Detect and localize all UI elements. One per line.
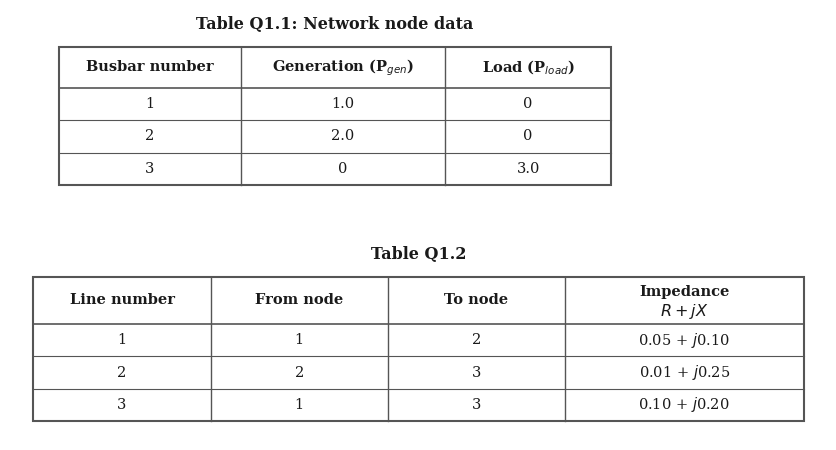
Text: 0.05 + $j$0.10: 0.05 + $j$0.10	[638, 331, 729, 350]
Text: Generation (P$_{gen}$): Generation (P$_{gen}$)	[272, 57, 414, 78]
Text: Line number: Line number	[69, 293, 175, 307]
Text: Impedance: Impedance	[638, 285, 728, 299]
Text: Busbar number: Busbar number	[86, 60, 213, 75]
Text: 3: 3	[145, 162, 155, 176]
Text: $R + jX$: $R + jX$	[659, 302, 707, 321]
Text: 3: 3	[471, 398, 481, 412]
Text: Load (P$_{load}$): Load (P$_{load}$)	[482, 58, 573, 76]
Text: 2: 2	[117, 365, 126, 380]
Text: 0.01 + $j$0.25: 0.01 + $j$0.25	[638, 363, 729, 382]
Text: 0: 0	[522, 97, 533, 111]
Text: Table Q1.2: Table Q1.2	[370, 246, 466, 263]
Text: 0: 0	[338, 162, 348, 176]
Text: 1.0: 1.0	[331, 97, 354, 111]
Text: 0: 0	[522, 129, 533, 144]
Bar	[33, 277, 803, 421]
Text: 0.10 + $j$0.20: 0.10 + $j$0.20	[638, 396, 729, 414]
Text: 2: 2	[145, 129, 154, 144]
Text: 1: 1	[294, 398, 303, 412]
Text: 2: 2	[471, 333, 481, 347]
Text: From node: From node	[255, 293, 343, 307]
Text: 1: 1	[294, 333, 303, 347]
Text: 1: 1	[145, 97, 154, 111]
Text: 3.0: 3.0	[516, 162, 539, 176]
Text: To node: To node	[444, 293, 507, 307]
Text: 3: 3	[471, 365, 481, 380]
Text: 2: 2	[294, 365, 303, 380]
Text: 2.0: 2.0	[331, 129, 354, 144]
Bar	[59, 47, 610, 185]
Text: Table Q1.1: Network node data: Table Q1.1: Network node data	[196, 16, 473, 33]
Text: 3: 3	[117, 398, 126, 412]
Text: 1: 1	[117, 333, 126, 347]
